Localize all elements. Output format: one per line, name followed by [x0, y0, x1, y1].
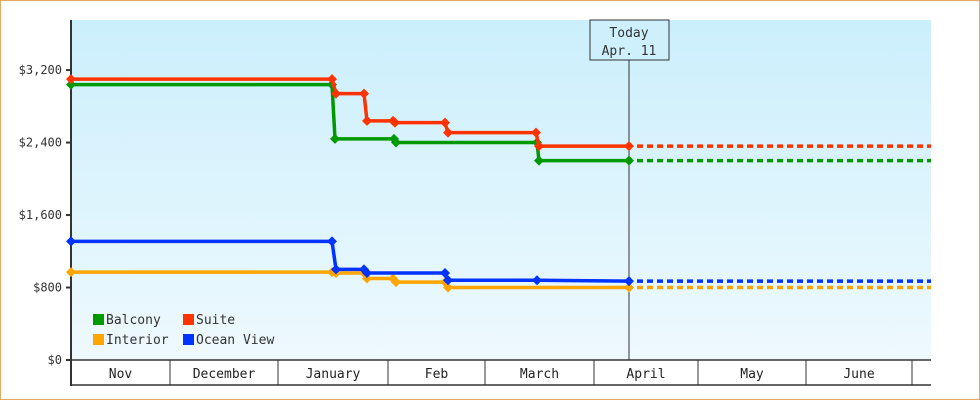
data-point-marker[interactable] [443, 275, 453, 286]
today-marker: Today Apr. 11 [589, 19, 670, 360]
y-tick-label: $2,400 [19, 136, 62, 150]
legend: Balcony Suite Interior Ocean View [93, 313, 274, 348]
data-point-marker[interactable] [391, 137, 401, 148]
series-lines [66, 74, 931, 293]
month-label: January [306, 367, 361, 382]
data-point-marker[interactable] [624, 276, 634, 287]
x-axis: Nov December January Feb March April May June [71, 359, 931, 386]
today-date: Apr. 11 [602, 44, 657, 59]
data-point-marker[interactable] [624, 155, 634, 166]
data-point-marker[interactable] [327, 74, 337, 85]
legend-label: Interior [106, 333, 169, 348]
today-box [589, 19, 670, 61]
month-label: December [193, 367, 256, 382]
y-tick-label: $1,600 [19, 208, 62, 222]
data-point-marker[interactable] [624, 282, 634, 293]
month-label: Feb [425, 367, 449, 382]
legend-label: Balcony [106, 313, 161, 328]
month-label: Nov [109, 367, 133, 382]
y-tick-label: $0 [48, 353, 62, 367]
data-point-marker[interactable] [391, 277, 401, 288]
legend-item-balcony[interactable]: Balcony [93, 313, 161, 328]
data-point-marker[interactable] [534, 155, 544, 166]
data-point-marker[interactable] [390, 117, 400, 128]
month-label: April [626, 367, 665, 382]
data-point-marker[interactable] [362, 273, 372, 284]
data-point-marker[interactable] [532, 275, 542, 286]
legend-swatch [93, 314, 104, 325]
data-point-marker[interactable] [362, 268, 372, 279]
data-point-marker[interactable] [331, 264, 341, 275]
legend-label: Suite [196, 313, 235, 328]
data-point-marker[interactable] [440, 268, 450, 279]
data-point-marker[interactable] [66, 267, 76, 278]
data-point-marker[interactable] [330, 133, 340, 144]
month-label: March [520, 367, 559, 382]
data-point-marker[interactable] [440, 117, 450, 128]
month-label: May [740, 367, 764, 382]
today-label: Today [609, 26, 648, 41]
legend-swatch [183, 334, 194, 345]
legend-swatch [183, 314, 194, 325]
month-label: June [843, 367, 874, 382]
legend-item-interior[interactable]: Interior [93, 333, 169, 348]
data-point-marker[interactable] [359, 88, 369, 99]
y-tick-label: $3,200 [19, 63, 62, 77]
data-point-marker[interactable] [66, 74, 76, 85]
data-point-marker[interactable] [331, 88, 341, 99]
data-point-marker[interactable] [66, 79, 76, 90]
data-point-marker[interactable] [362, 115, 372, 126]
y-axis: $0 $800 $1,600 $2,400 $3,200 [19, 20, 72, 386]
data-point-marker[interactable] [66, 236, 76, 247]
data-point-marker[interactable] [443, 282, 453, 293]
legend-item-ocean-view[interactable]: Ocean View [183, 333, 274, 348]
data-point-marker[interactable] [327, 236, 337, 247]
legend-item-suite[interactable]: Suite [183, 313, 235, 328]
plot-area [71, 20, 931, 360]
data-point-marker[interactable] [531, 127, 541, 138]
series-suite [66, 74, 931, 152]
series-ocean-view [66, 236, 931, 287]
legend-label: Ocean View [196, 333, 274, 348]
data-point-marker[interactable] [534, 141, 544, 152]
data-point-marker[interactable] [443, 127, 453, 138]
data-point-marker[interactable] [624, 141, 634, 152]
y-tick-label: $800 [33, 281, 62, 295]
legend-swatch [93, 334, 104, 345]
